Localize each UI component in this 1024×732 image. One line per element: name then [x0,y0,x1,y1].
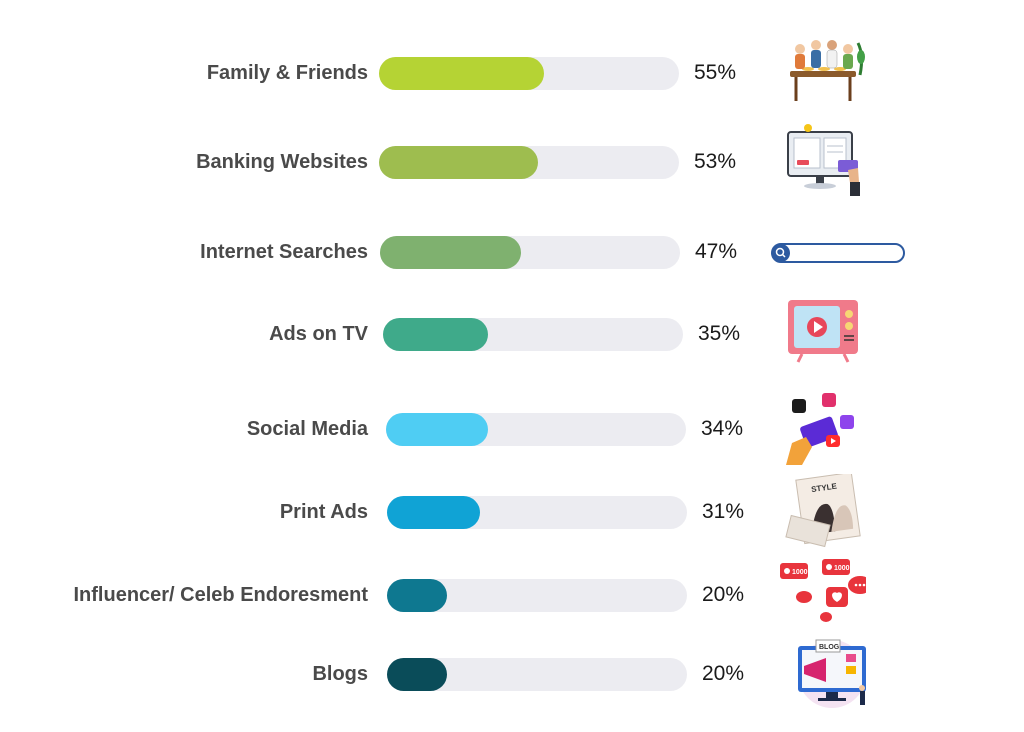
bar-fill [379,146,538,179]
category-label: Print Ads [279,501,368,523]
value-label: 34% [701,417,744,440]
search-bar-icon [770,214,910,290]
bar-row: Influencer/ Celeb Endoresment 20% 1000 1000 [0,559,1024,622]
bar-fill [383,318,488,351]
svg-text:1000: 1000 [834,565,850,572]
category-label: Influencer/ Celeb Endoresment [73,584,368,606]
value-label: 20% [702,583,745,606]
family-dinner-icon [778,35,868,111]
bar-row: Social Media 34% [0,393,1024,465]
bar-fill [380,236,521,269]
bar-track [379,146,679,179]
bar-row: Ads on TV 35% [0,300,1024,363]
category-label: Internet Searches [200,241,368,263]
bar-fill [387,496,480,529]
category-label: Blogs [312,663,368,685]
bar-row: Family & Friends 55% [0,40,1024,101]
bar-fill [379,57,544,90]
value-label: 47% [695,240,738,263]
value-label: 35% [698,322,741,345]
value-label: 55% [694,61,737,84]
bar-row: Internet Searches 47% [0,232,1024,272]
svg-text:BLOG: BLOG [819,644,840,651]
category-label: Social Media [246,418,368,440]
bar-track [380,236,680,269]
print-magazine-icon: STYLE [782,471,872,550]
value-label: 20% [702,662,745,685]
retro-tv-icon [784,296,874,372]
blog-megaphone-icon: BLOG [790,636,880,712]
bar-track [383,318,683,351]
bar-track [386,413,686,446]
bar-row: Print Ads 31% STYLE [0,471,1024,548]
value-label: 53% [694,150,737,173]
bar-track [387,496,687,529]
bar-track [387,658,687,691]
bar-track [387,579,687,612]
svg-text:STYLE: STYLE [811,482,838,495]
category-label: Banking Websites [196,151,368,173]
category-label: Ads on TV [269,323,368,345]
bar-fill [387,579,447,612]
likes-notification-icon: 1000 1000 [776,557,872,633]
bar-row: Blogs 20% BLOG [0,639,1024,708]
category-label: Family & Friends [206,62,368,84]
bar-track [379,57,679,90]
value-label: 31% [702,500,745,523]
social-media-icon [782,391,872,467]
bar-fill [387,658,447,691]
svg-text:1000: 1000 [792,569,808,576]
bar-fill [386,413,488,446]
bar-row: Banking Websites 53% [0,124,1024,196]
online-banking-icon [778,124,868,200]
